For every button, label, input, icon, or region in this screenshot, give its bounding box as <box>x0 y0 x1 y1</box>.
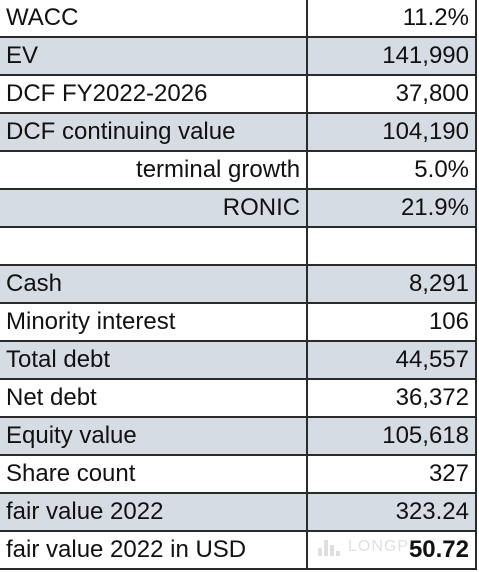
table-row: fair value 2022 323.24 <box>0 493 477 532</box>
row-value[interactable] <box>307 227 477 266</box>
table-row: Net debt 36,372 <box>0 379 477 418</box>
row-value[interactable]: 323.24 <box>307 493 477 532</box>
table-row: terminal growth 5.0% <box>0 151 477 190</box>
row-value[interactable]: 104,190 <box>307 113 477 152</box>
row-label[interactable]: DCF continuing value <box>0 113 309 152</box>
row-label[interactable]: EV <box>0 37 309 76</box>
row-label[interactable]: Total debt <box>0 341 309 380</box>
table-row: Share count 327 <box>0 455 477 494</box>
table-row: DCF continuing value 104,190 <box>0 113 477 152</box>
table-row: Total debt 44,557 <box>0 341 477 380</box>
row-label[interactable]: RONIC <box>0 189 309 228</box>
table-row: Minority interest 106 <box>0 303 477 342</box>
fair-value-usd[interactable]: 50.72 <box>307 531 477 570</box>
table-row: fair value 2022 in USD 50.72 <box>0 531 477 570</box>
row-value[interactable]: 106 <box>307 303 477 342</box>
row-label[interactable]: Equity value <box>0 417 309 456</box>
table-row: EV 141,990 <box>0 37 477 76</box>
row-value[interactable]: 11.2% <box>307 0 477 38</box>
row-value[interactable]: 21.9% <box>307 189 477 228</box>
row-label[interactable]: Net debt <box>0 379 309 418</box>
table-row: RONIC 21.9% <box>0 189 477 228</box>
table-row <box>0 227 477 266</box>
table-row: Cash 8,291 <box>0 265 477 304</box>
row-label[interactable]: terminal growth <box>0 151 309 190</box>
row-label[interactable]: WACC <box>0 0 309 38</box>
table-row: WACC 11.2% <box>0 0 477 38</box>
row-value[interactable]: 37,800 <box>307 75 477 114</box>
row-value[interactable]: 36,372 <box>307 379 477 418</box>
row-label[interactable]: fair value 2022 in USD <box>0 531 309 570</box>
row-label[interactable]: Minority interest <box>0 303 309 342</box>
row-value[interactable]: 141,990 <box>307 37 477 76</box>
row-label[interactable]: fair value 2022 <box>0 493 309 532</box>
row-value[interactable]: 327 <box>307 455 477 494</box>
row-label[interactable]: DCF FY2022-2026 <box>0 75 309 114</box>
row-label[interactable] <box>0 227 309 266</box>
row-value[interactable]: 5.0% <box>307 151 477 190</box>
table-row: Equity value 105,618 <box>0 417 477 456</box>
row-value[interactable]: 105,618 <box>307 417 477 456</box>
row-label[interactable]: Cash <box>0 265 309 304</box>
row-value[interactable]: 8,291 <box>307 265 477 304</box>
row-value[interactable]: 44,557 <box>307 341 477 380</box>
table-row: DCF FY2022-2026 37,800 <box>0 75 477 114</box>
row-label[interactable]: Share count <box>0 455 309 494</box>
